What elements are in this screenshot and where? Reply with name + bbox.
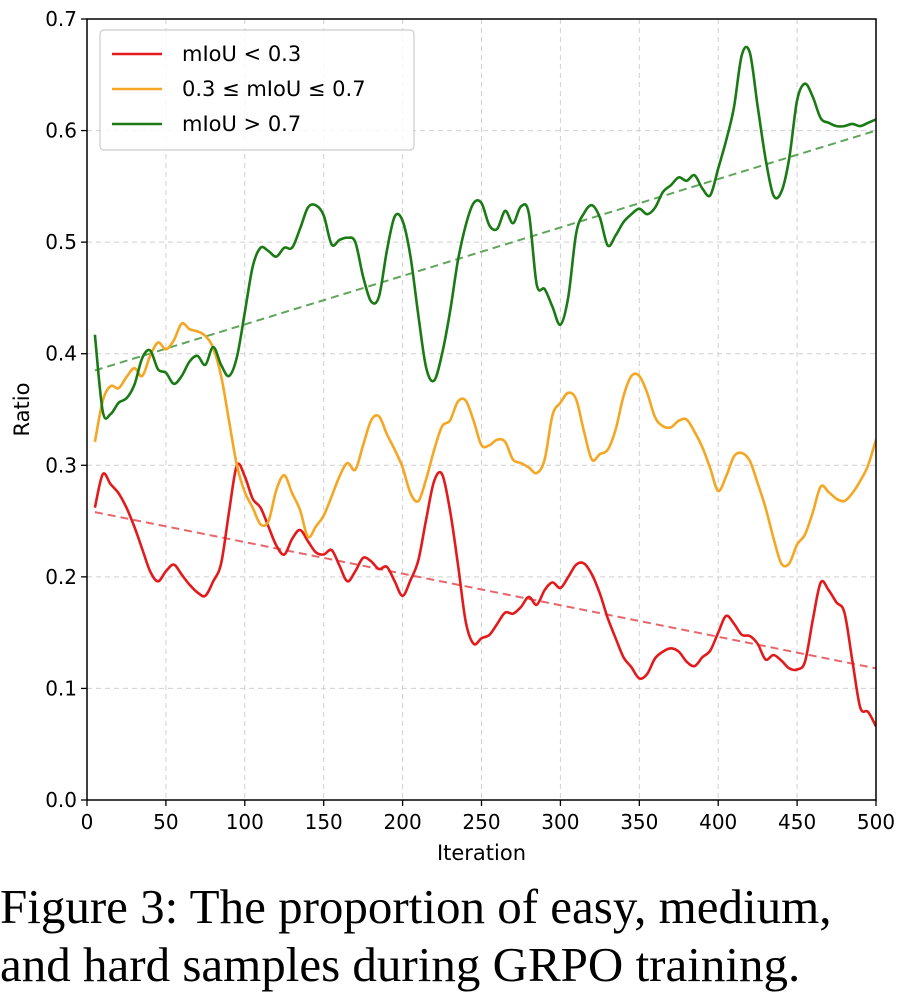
x-tick-label: 50: [153, 810, 178, 834]
y-tick-label: 0.7: [45, 7, 77, 31]
series-lines: [93, 45, 876, 727]
x-tick-label: 250: [462, 810, 500, 834]
legend-label: 0.3 ≤ mIoU ≤ 0.7: [182, 77, 366, 101]
y-tick-label: 0.5: [45, 230, 77, 254]
y-tick-label: 0.4: [45, 342, 77, 366]
y-tick-label: 0.0: [45, 788, 77, 812]
x-tick-label: 450: [778, 810, 816, 834]
x-tick-label: 200: [384, 810, 422, 834]
x-axis-label: Iteration: [437, 841, 526, 865]
series-line-3: [93, 45, 876, 420]
y-axis-ticks: 0.0 0.1 0.2 0.3 0.4 0.5 0.6 0.7: [45, 7, 87, 812]
figure-caption: Figure 3: The proportion of easy, medium…: [0, 879, 832, 992]
y-axis-label: Ratio: [10, 383, 34, 437]
legend-label: mIoU < 0.3: [182, 42, 301, 66]
x-tick-label: 150: [305, 810, 343, 834]
x-tick-label: 300: [541, 810, 579, 834]
y-tick-label: 0.3: [45, 453, 77, 477]
legend: mIoU < 0.3 0.3 ≤ mIoU ≤ 0.7 mIoU > 0.7: [99, 29, 415, 151]
x-tick-label: 400: [699, 810, 737, 834]
x-axis-ticks: 0 50 100 150 200 250 300 350 400 450 500: [81, 800, 895, 834]
x-tick-label: 0: [81, 810, 94, 834]
series-line-2: [93, 321, 876, 568]
y-tick-label: 0.6: [45, 119, 77, 143]
y-tick-label: 0.2: [45, 565, 77, 589]
trend-line: [94, 129, 877, 372]
x-tick-label: 100: [226, 810, 264, 834]
x-tick-label: 350: [620, 810, 658, 834]
x-tick-label: 500: [857, 810, 895, 834]
legend-label: mIoU > 0.7: [182, 112, 301, 136]
y-tick-label: 0.1: [45, 676, 77, 700]
series-line-1: [93, 462, 876, 727]
legend-box: [99, 29, 415, 151]
chart: 0 50 100 150 200 250 300 350 400 450 500 0.0 0.1 0.2…: [10, 7, 895, 865]
